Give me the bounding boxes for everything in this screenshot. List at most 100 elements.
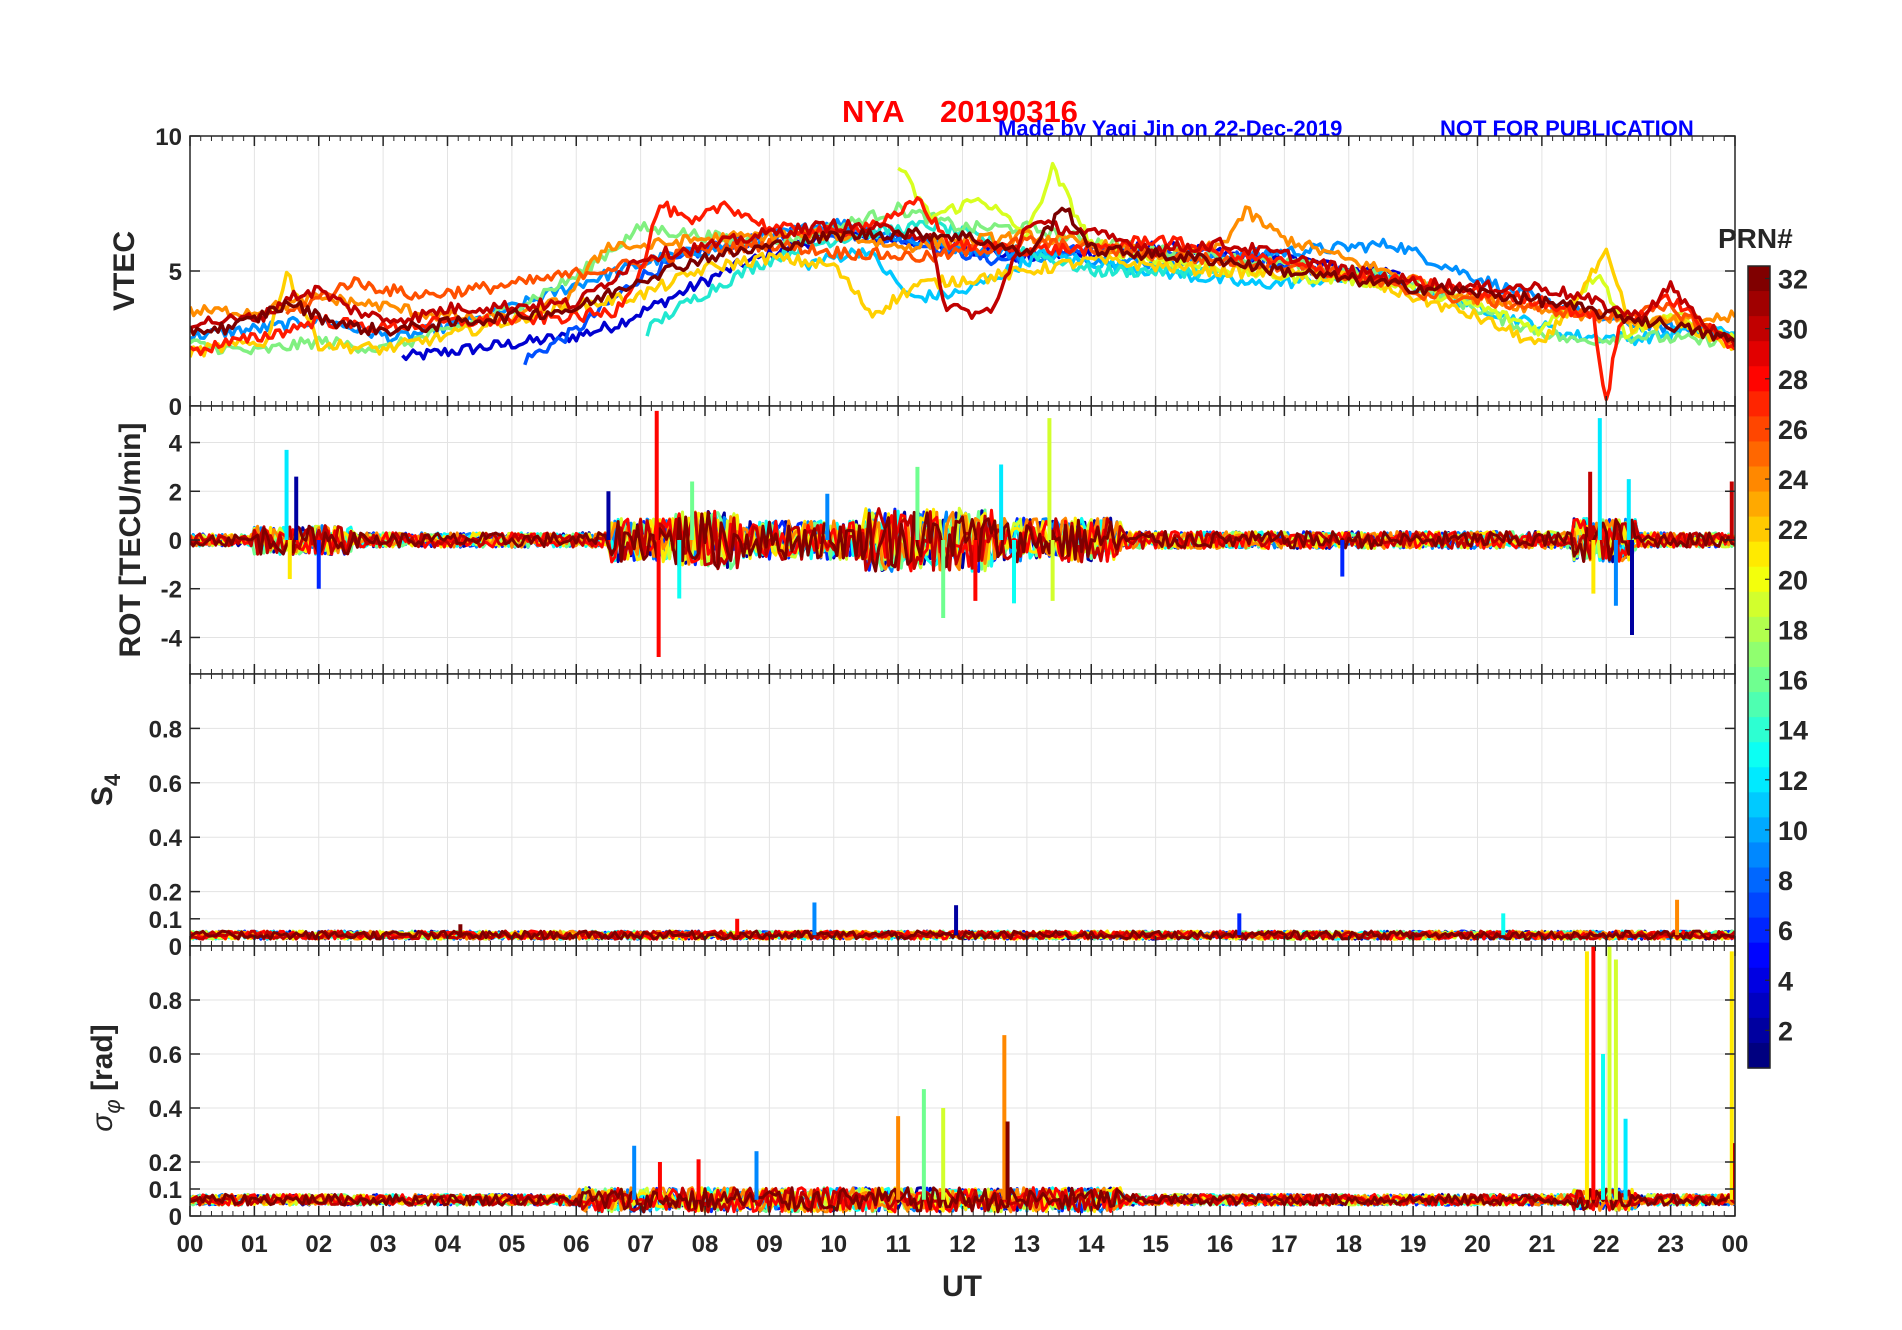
colorbar-cell-prn-19 (1748, 591, 1770, 618)
series-line-prn-21 (190, 247, 1735, 358)
colorbar-cell-prn-29 (1748, 341, 1770, 367)
x-tick-label: 23 (1657, 1231, 1684, 1258)
x-tick-label: 20 (1464, 1231, 1491, 1258)
colorbar-cell-prn-32 (1748, 266, 1770, 292)
panel-vtec: 0 5 10 VTEC (108, 124, 1736, 421)
series-line-prn-26 (285, 235, 1735, 344)
colorbar-tick-label: 16 (1778, 666, 1808, 696)
colorbar-cell-prn-8 (1748, 867, 1770, 894)
noise-trace-prn-32 (190, 1186, 1735, 1214)
x-tick-label: 02 (305, 1231, 332, 1258)
colorbar-cell-prn-22 (1748, 516, 1770, 543)
colorbar-cell-prn-26 (1748, 416, 1770, 443)
colorbar-cell-prn-28 (1748, 366, 1770, 392)
colorbar-cell-prn-4 (1748, 967, 1770, 994)
colorbar-cell-prn-30 (1748, 316, 1770, 342)
y-tick-label: 0.4 (149, 825, 183, 852)
y-tick-label: 0.1 (149, 907, 182, 934)
y-tick-label: 0.6 (149, 771, 182, 798)
x-tick-label: 17 (1271, 1231, 1298, 1258)
y-tick-label: 0.1 (149, 1177, 182, 1204)
x-tick-label: 16 (1207, 1231, 1234, 1258)
colorbar-cell-prn-11 (1748, 792, 1770, 818)
colorbar-tick-label: 2 (1778, 1016, 1793, 1046)
colorbar-frame (1747, 265, 1771, 1069)
y-tick-label: 0 (169, 934, 182, 961)
colorbar-tick-label: 14 (1778, 716, 1808, 746)
x-tick-label: 00 (177, 1231, 204, 1258)
colorbar-cell-prn-2 (1748, 1017, 1770, 1044)
panel-sigma-phi-ylabel: σφ [rad] (86, 1024, 125, 1131)
x-tick-label: 10 (820, 1231, 847, 1258)
colorbar-cell-prn-27 (1748, 391, 1770, 417)
y-tick-label: 0.4 (149, 1096, 183, 1123)
station-label: NYA (842, 94, 905, 129)
colorbar-cell-prn-21 (1748, 541, 1770, 568)
x-tick-label: 13 (1014, 1231, 1041, 1258)
x-tick-label: 12 (949, 1231, 976, 1258)
colorbar-tick-label: 6 (1778, 916, 1793, 946)
colorbar (1747, 265, 1771, 1069)
y-tick-label: 0.8 (149, 988, 182, 1015)
x-tick-label: 21 (1529, 1231, 1556, 1258)
y-tick-label: 0 (169, 528, 182, 555)
colorbar-cell-prn-10 (1748, 817, 1770, 844)
series-line-prn-19 (897, 161, 1735, 343)
colorbar-title: PRN# (1718, 223, 1793, 254)
colorbar-cell-prn-18 (1748, 616, 1770, 643)
series-line-prn-13 (645, 219, 1221, 337)
x-tick-label: 01 (241, 1231, 268, 1258)
x-tick-label: 08 (692, 1231, 719, 1258)
x-tick-label: 09 (756, 1231, 783, 1258)
y-tick-label: 5 (169, 259, 182, 286)
colorbar-tick-label: 28 (1778, 365, 1808, 395)
colorbar-cell-prn-23 (1748, 491, 1770, 518)
y-tick-label: 0.8 (149, 716, 182, 743)
colorbar-tick-label: 12 (1778, 766, 1808, 796)
colorbar-tick-label: 26 (1778, 415, 1808, 445)
y-tick-label: -4 (161, 625, 183, 652)
panel-s4: 00.10.2 0.4 0.6 0.8 S4 (86, 673, 1736, 961)
colorbar-cell-prn-1 (1748, 1042, 1770, 1069)
x-tick-label: 11 (885, 1231, 910, 1258)
colorbar-cell-prn-24 (1748, 466, 1770, 493)
x-tick-label: 05 (499, 1231, 526, 1258)
x-tick-labels: 00 01 02 03 04 05 06 07 08 09 10 11 12 13 14 15 16 17 18 19… (177, 1231, 1749, 1258)
colorbar-tick-label: 22 (1778, 515, 1808, 545)
colorbar-cell-prn-3 (1748, 992, 1770, 1019)
panel-sigma-phi-ticks: 00.10.2 0.4 0.6 0.8 (149, 946, 1736, 1231)
series-line-prn-12 (801, 247, 1735, 347)
panel-s4-ticks: 00.10.2 0.4 0.6 0.8 (149, 674, 1736, 961)
x-tick-label: 15 (1142, 1231, 1169, 1258)
x-tick-label: 04 (434, 1231, 461, 1258)
colorbar-tick-label: 4 (1778, 966, 1793, 996)
x-tick-label: 18 (1335, 1231, 1362, 1258)
colorbar-tick-label: 18 (1778, 615, 1808, 645)
x-tick-label: 14 (1078, 1231, 1105, 1258)
y-tick-label: 0.6 (149, 1042, 182, 1069)
colorbar-cell-prn-5 (1748, 942, 1770, 969)
colorbar-tick-label: 10 (1778, 816, 1808, 846)
colorbar-tick-label: 8 (1778, 866, 1793, 896)
colorbar-cell-prn-15 (1748, 692, 1770, 718)
colorbar-cell-prn-14 (1748, 717, 1770, 743)
panel-s4-ylabel: S4 (86, 773, 125, 806)
colorbar-cell-prn-9 (1748, 842, 1770, 869)
panel-rot-plot (190, 410, 1735, 657)
x-tick-label: 07 (627, 1231, 654, 1258)
panel-rot-ticks: -4 -2 0 2 4 (161, 406, 1736, 674)
colorbar-cell-prn-7 (1748, 892, 1770, 919)
colorbar-tick-label: 30 (1778, 315, 1808, 345)
panel-vtec-ylabel: VTEC (108, 231, 141, 311)
panel-rot: -4 -2 0 2 4 ROT [TECU/min] (114, 405, 1736, 675)
x-axis-label: UT (942, 1270, 982, 1303)
y-tick-label: -2 (161, 577, 182, 604)
colorbar-cell-prn-16 (1748, 667, 1770, 693)
colorbar-tick-label: 24 (1778, 465, 1808, 495)
x-tick-label: 00 (1722, 1231, 1749, 1258)
noise-trace-prn-32 (190, 510, 1735, 573)
y-tick-label: 10 (155, 124, 182, 151)
colorbar-tick-label: 20 (1778, 565, 1808, 595)
